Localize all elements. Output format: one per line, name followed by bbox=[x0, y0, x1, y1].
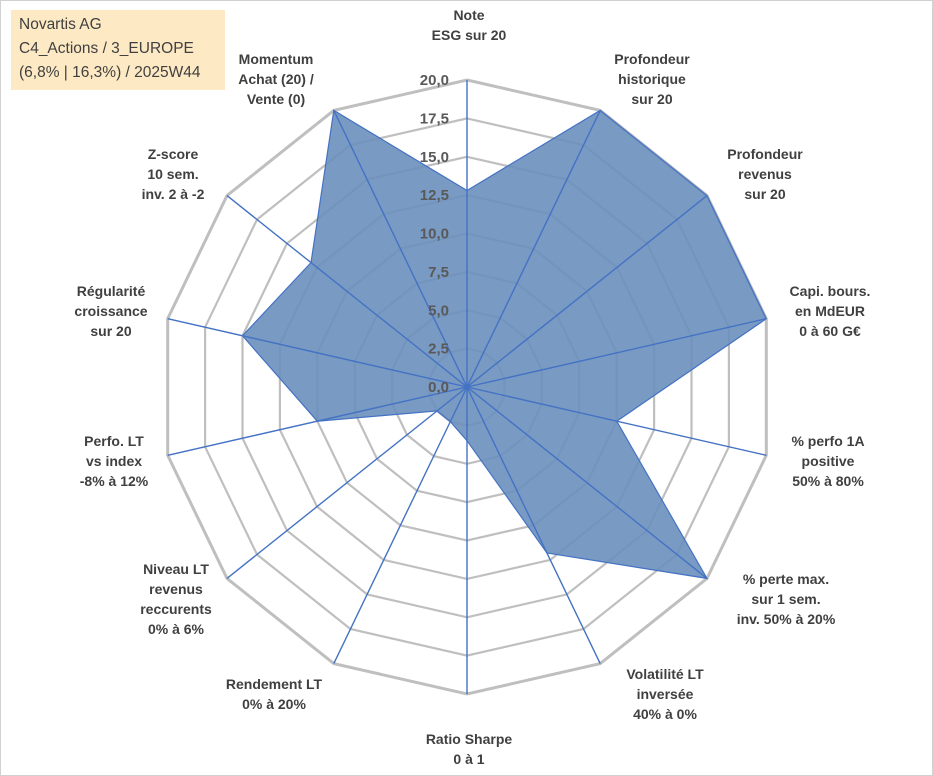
tick-label-4: 10,0 bbox=[420, 226, 449, 243]
spoke-1 bbox=[466, 110, 601, 388]
spoke-2 bbox=[466, 195, 708, 388]
category-label-11: Régularité croissance sur 20 bbox=[74, 283, 147, 339]
category-label-9: Niveau LT revenus reccurents 0% à 6% bbox=[140, 561, 212, 637]
tick-label-3: 7,5 bbox=[428, 264, 449, 281]
spoke-4 bbox=[466, 386, 767, 456]
tick-label-0: 0,0 bbox=[428, 379, 449, 396]
tick-label-1: 2,5 bbox=[428, 341, 449, 358]
category-label-0: Note ESG sur 20 bbox=[432, 7, 507, 43]
radar-series bbox=[241, 109, 768, 580]
spoke-6 bbox=[466, 386, 601, 664]
category-label-3: Capi. bours. en MdEUR 0 à 60 G€ bbox=[790, 283, 871, 339]
category-label-7: Ratio Sharpe 0 à 1 bbox=[426, 731, 513, 767]
info-category: C4_Actions / 3_EUROPE bbox=[19, 40, 194, 57]
info-box: Novartis AG C4_Actions / 3_EUROPE (6,8% … bbox=[11, 10, 225, 90]
spoke-12 bbox=[226, 195, 468, 388]
category-label-2: Profondeur revenus sur 20 bbox=[727, 146, 803, 202]
category-label-6: Volatilité LT inversée 40% à 0% bbox=[626, 666, 704, 722]
spoke-13 bbox=[333, 110, 468, 388]
series-area-0 bbox=[241, 109, 768, 580]
radar-spokes bbox=[167, 80, 767, 694]
radar-tick-labels: 0,0 2,5 5,0 7,5 10,0 12,5 15,0 17,5 20,0 bbox=[420, 72, 449, 396]
category-label-4: % perfo 1A positive 50% à 80% bbox=[791, 433, 864, 489]
spoke-8 bbox=[333, 386, 468, 664]
spoke-9 bbox=[226, 386, 468, 579]
category-label-10: Perfo. LT vs index -8% à 12% bbox=[80, 433, 149, 489]
radar-axis-labels: Note ESG sur 20 Profondeur historique sur 20… bbox=[74, 7, 870, 767]
tick-label-8: 20,0 bbox=[420, 72, 449, 89]
tick-label-6: 15,0 bbox=[420, 149, 449, 166]
category-label-12: Z-score 10 sem. inv. 2 à -2 bbox=[142, 146, 205, 202]
category-label-8: Rendement LT 0% à 20% bbox=[226, 676, 323, 712]
category-label-1: Profondeur historique sur 20 bbox=[614, 51, 690, 107]
tick-label-7: 17,5 bbox=[420, 110, 449, 127]
tick-label-2: 5,0 bbox=[428, 302, 449, 319]
category-label-5: % perte max. sur 1 sem. inv. 50% à 20% bbox=[737, 571, 836, 627]
spoke-3 bbox=[466, 318, 767, 388]
spoke-5 bbox=[466, 386, 708, 579]
tick-label-5: 12,5 bbox=[420, 187, 449, 204]
spoke-11 bbox=[167, 318, 468, 388]
info-period: (6,8% | 16,3%) / 2025W44 bbox=[19, 64, 201, 81]
info-company: Novartis AG bbox=[19, 16, 102, 33]
spoke-10 bbox=[167, 386, 468, 456]
category-label-13: Momentum Achat (20) / Vente (0) bbox=[238, 51, 314, 107]
